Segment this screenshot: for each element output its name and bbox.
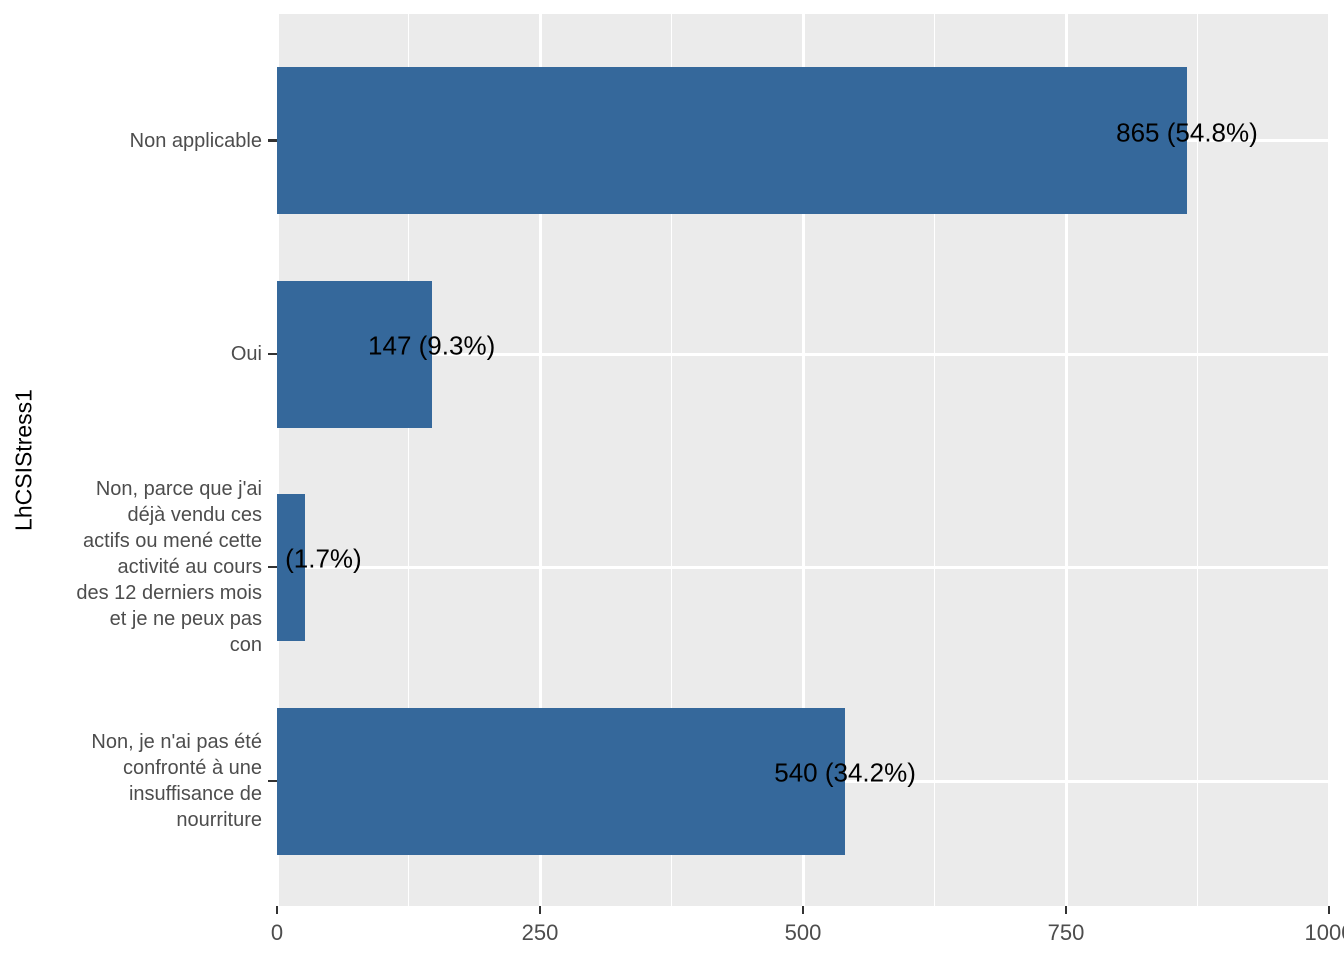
- bar-value-label: (1.7%): [285, 543, 362, 574]
- x-axis-tick-label: 750: [1047, 920, 1085, 945]
- major-gridline: [1327, 14, 1331, 906]
- major-gridline: [1064, 14, 1068, 906]
- major-gridline: [277, 352, 1329, 356]
- minor-gridline: [1196, 14, 1199, 906]
- minor-gridline: [407, 14, 410, 906]
- bar-value-label: 540 (34.2%): [774, 757, 916, 788]
- minor-gridline: [670, 14, 673, 906]
- plot-panel: 865 (54.8%) 147 (9.3%) (1.7%) 540 (34.2%): [275, 14, 1331, 906]
- bar-value-label: 865 (54.8%): [1116, 117, 1258, 147]
- x-axis-tick: [275, 906, 279, 914]
- x-axis-tick: [1064, 906, 1068, 914]
- major-gridline: [538, 14, 542, 906]
- y-axis-tick: [268, 139, 277, 142]
- y-axis-tick: [268, 352, 277, 356]
- y-axis-tick: [268, 565, 277, 569]
- y-axis-category-label: Non, je n'ai pas été confronté à une ins…: [91, 731, 262, 831]
- bar: [277, 280, 432, 428]
- bar: [277, 67, 1187, 214]
- x-axis-tick-label: 250: [521, 920, 559, 945]
- major-gridline: [801, 14, 805, 906]
- y-axis-category-label: Oui: [230, 343, 262, 365]
- bar: [277, 707, 846, 855]
- major-gridline: [275, 14, 279, 906]
- y-axis-category-label: Non applicable: [129, 129, 262, 152]
- major-gridline: [277, 565, 1329, 569]
- minor-gridline: [933, 14, 936, 906]
- bar-value-label: 147 (9.3%): [368, 330, 496, 361]
- y-axis-tick: [268, 779, 277, 783]
- x-axis-tick-label: 500: [784, 920, 822, 945]
- bar: [277, 493, 306, 641]
- y-axis-category-label: Non, parce que j'ai déjà vendu ces actif…: [76, 478, 262, 656]
- x-axis-tick: [1327, 906, 1331, 914]
- x-axis-tick-label: 1000: [1304, 920, 1344, 945]
- x-axis-tick-label: 0: [270, 920, 284, 945]
- x-axis-tick: [801, 906, 805, 914]
- x-axis-tick: [538, 906, 542, 914]
